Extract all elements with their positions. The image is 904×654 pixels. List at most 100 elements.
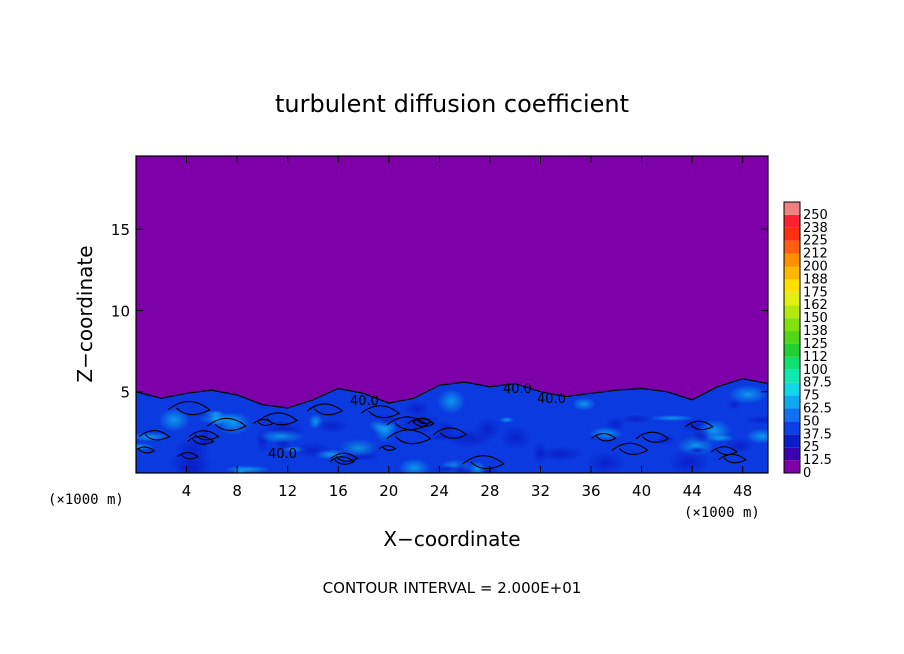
contour-line [360,405,401,419]
x-tick-label: 4 [182,482,192,500]
colorbar-label: 175 [803,285,828,300]
eddy-patch [618,414,652,424]
contour-line [258,412,299,426]
contour-label: 40.0 [537,392,566,407]
colorbar-label: 188 [803,272,828,287]
eddy-patch [498,416,515,423]
colorbar-swatch [784,447,800,461]
eddy-patch [728,384,768,404]
y-tick-label: 5 [120,384,130,402]
contour-line [684,420,714,431]
contour-line [378,444,397,451]
eddy-patch [173,438,210,464]
contour-line [710,446,738,456]
colorbar-label: 112 [803,350,828,365]
colorbar-swatch [784,356,800,370]
eddy-patch [258,429,305,444]
colorbar-swatch [784,214,800,228]
colorbar-label: 138 [803,324,828,339]
x-tick-label: 16 [329,482,348,500]
x-tick-label: 20 [379,482,398,500]
eddy-patch [572,397,597,411]
eddy-patch [136,442,155,451]
eddy-patch [314,419,350,433]
colorbar-label: 50 [803,414,820,429]
colorbar-label: 162 [803,298,828,313]
contour-line [386,429,432,445]
eddy-patch [403,400,431,418]
x-tick-label: 8 [232,482,242,500]
colorbar-swatch [784,292,800,306]
contour-line [306,403,344,416]
colorbar-swatch [784,266,800,280]
x-tick-label: 40 [632,482,651,500]
contour-label: 40.0 [268,447,297,462]
contour-line [330,452,359,462]
eddy-patch [692,427,711,444]
x-tick-label: 36 [581,482,600,500]
contour-line [206,417,247,431]
colorbar-label: 200 [803,260,828,275]
eddy-patch [743,415,768,425]
contour-line [167,401,211,416]
eddy-patch [337,438,380,458]
x-tick-label: 24 [430,482,449,500]
x-tick-label: 48 [733,482,752,500]
contour-line [635,431,670,443]
contour-line [433,427,468,439]
contour-line [611,442,649,455]
colorbar-swatch [784,408,800,422]
x-axis-label: X−coordinate [383,527,520,551]
colorbar-label: 0 [803,466,811,481]
eddy-patch [232,465,248,473]
eddy-patch [585,451,626,473]
eddy-patch [398,458,431,473]
x-tick-label: 28 [480,482,499,500]
chart-title: turbulent diffusion coefficient [275,90,629,118]
contour-line [591,433,617,442]
colorbar-label: 37.5 [803,427,832,442]
colorbar-label: 150 [803,311,828,326]
colorbar-swatch [784,382,800,396]
colorbar-label: 250 [803,208,828,223]
colorbar-swatch [784,343,800,357]
colorbar-label: 87.5 [803,376,832,391]
eddy-patch [426,432,462,441]
colorbar-swatch [784,305,800,319]
contour-label: 40.0 [350,394,379,409]
eddy-patch [474,417,501,441]
eddy-patch [667,449,710,473]
eddy-patch [745,428,768,444]
y-axis: 5 10 15 [111,221,768,402]
contour-line [176,451,200,460]
colorbar-swatch [784,395,800,409]
colorbar-swatch [784,434,800,448]
y-axis-label: Z−coordinate [73,245,97,382]
contour-label: 40.0 [503,382,532,397]
colorbar-label: 62.5 [803,401,832,416]
colorbar-swatch [784,331,800,344]
eddy-patch [499,425,532,450]
colorbar-frame [783,201,801,474]
contour-line [253,419,274,426]
colorbar-label: 225 [803,234,828,249]
eddy-patch [706,434,735,442]
x-tick-label: 44 [683,482,702,500]
x-tick-label: 12 [278,482,297,500]
turbulent-eddies [136,384,768,473]
contour-line [386,416,429,431]
eddy-patch [136,432,171,442]
eddy-patch [451,460,471,473]
eddy-patch [726,399,742,410]
colorbar-swatch [784,253,800,267]
y-tick-label: 10 [111,302,130,320]
x-tick-label: 32 [531,482,550,500]
eddy-patch [158,407,191,432]
contour-line [136,446,156,454]
plot-area [136,156,768,473]
x-axis: 4 8 12 16 20 24 28 32 36 40 44 48 [182,156,752,500]
colorbar-label: 238 [803,221,828,236]
contour-line [718,453,747,464]
y-tick-label: 15 [111,221,130,239]
